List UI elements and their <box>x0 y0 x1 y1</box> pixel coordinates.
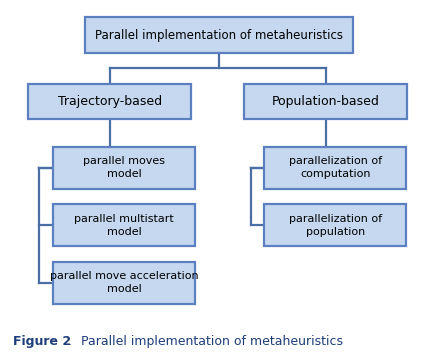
Text: Population-based: Population-based <box>271 95 379 108</box>
FancyBboxPatch shape <box>264 147 405 189</box>
Text: parallel move acceleration
model: parallel move acceleration model <box>49 271 198 294</box>
Text: Parallel implementation of metaheuristics: Parallel implementation of metaheuristic… <box>95 29 342 41</box>
Text: Parallel implementation of metaheuristics: Parallel implementation of metaheuristic… <box>77 335 342 348</box>
Text: parallelization of
population: parallelization of population <box>288 214 381 237</box>
FancyBboxPatch shape <box>85 17 353 53</box>
FancyBboxPatch shape <box>53 262 194 303</box>
FancyBboxPatch shape <box>53 204 194 246</box>
Text: Figure 2: Figure 2 <box>13 335 71 348</box>
Text: Trajectory-based: Trajectory-based <box>57 95 161 108</box>
FancyBboxPatch shape <box>53 147 194 189</box>
Text: parallel multistart
model: parallel multistart model <box>74 214 173 237</box>
Text: parallel moves
model: parallel moves model <box>83 156 165 179</box>
FancyBboxPatch shape <box>244 83 406 119</box>
Text: parallelization of
computation: parallelization of computation <box>288 156 381 179</box>
FancyBboxPatch shape <box>28 83 191 119</box>
FancyBboxPatch shape <box>264 204 405 246</box>
Text: .: . <box>68 335 72 348</box>
